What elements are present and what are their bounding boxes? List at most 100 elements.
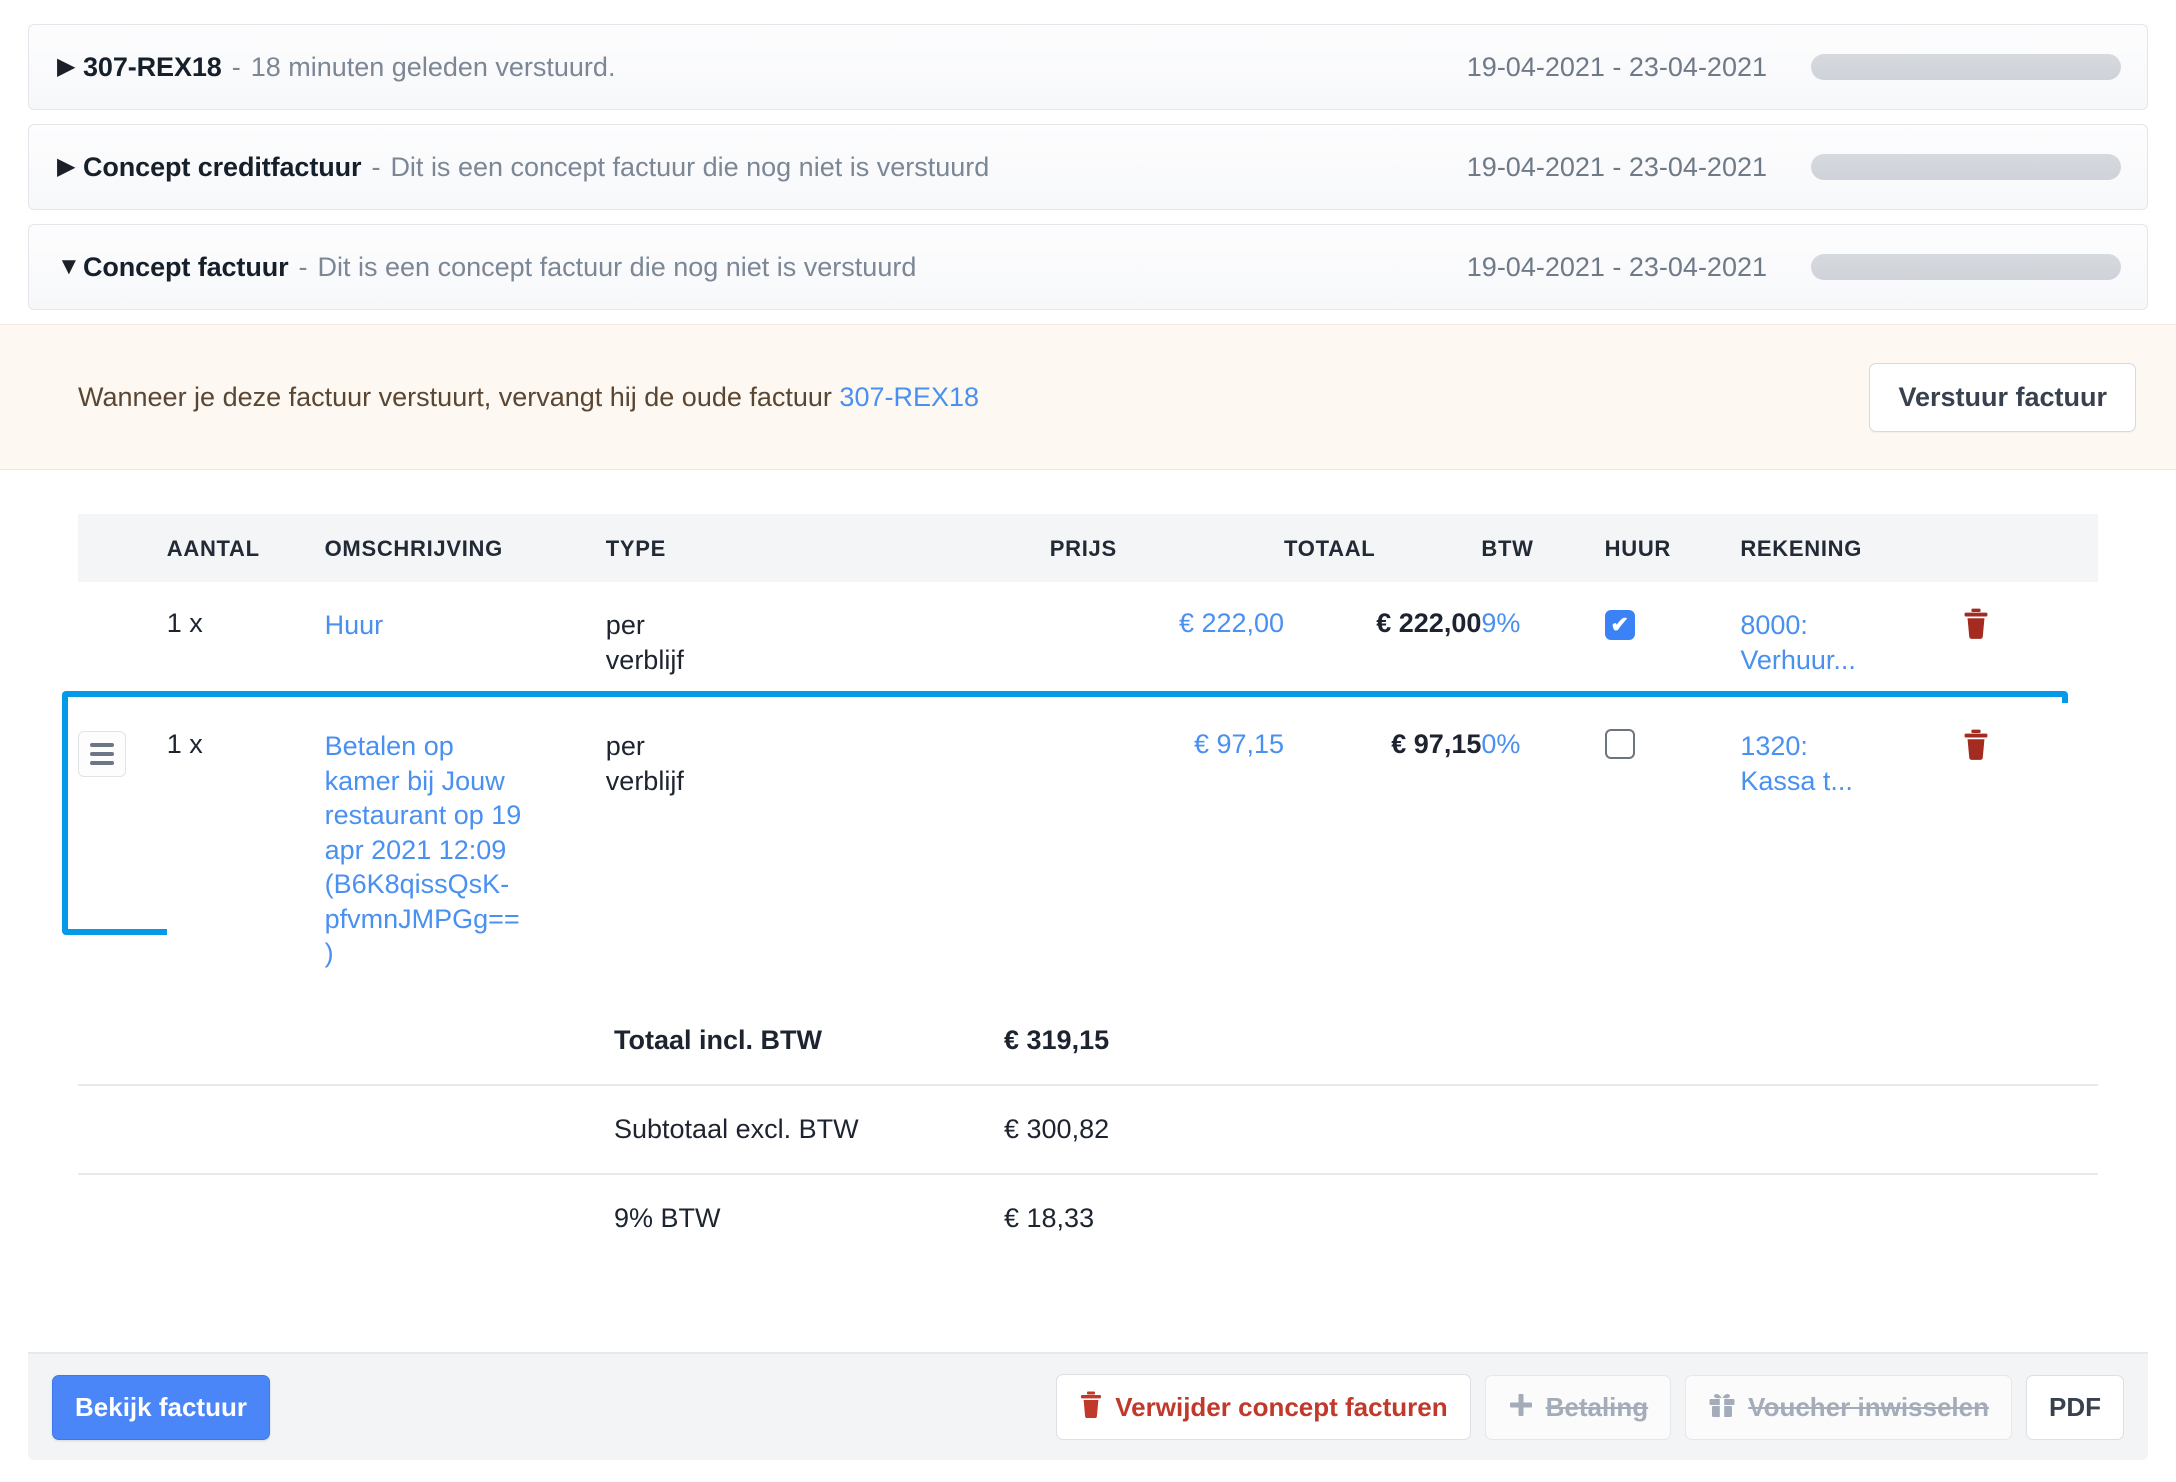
totals-value: € 300,82	[1004, 1083, 1194, 1174]
accordion-row-title: 307-REX18	[83, 51, 222, 82]
trash-icon	[1079, 1391, 1103, 1423]
cell-huur: ✔	[1604, 582, 1741, 704]
trash-icon[interactable]	[1962, 608, 1990, 645]
totals-label: Subtotaal excl. BTW	[614, 1083, 1004, 1174]
cell-type: per verblijf	[605, 582, 1050, 704]
totals-label: 9% BTW	[614, 1172, 1004, 1262]
col-huur: HUUR	[1604, 514, 1741, 582]
view-invoice-button[interactable]: Bekijk factuur	[52, 1374, 270, 1440]
invoice-lines-section: AANTAL OMSCHRIJVING TYPE PRIJS TOTAAL BT…	[0, 470, 2176, 1262]
cell-handle	[62, 691, 2068, 997]
line-total-value: € 97,15	[1391, 729, 1482, 760]
accordion-row-concept-creditfactuur[interactable]: ▶ Concept creditfactuur - Dit is een con…	[28, 124, 2148, 210]
line-type-label: per verblijf	[605, 731, 684, 796]
totals-row-incl-btw: Totaal incl. BTW € 319,15	[78, 997, 2098, 1085]
cell-totaal: € 97,15	[1284, 703, 1482, 997]
invoice-footer-actions: Bekijk factuur Verwijder concept facture…	[28, 1352, 2148, 1460]
status-placeholder-bar	[1811, 54, 2121, 80]
cell-omschrijving: Huur	[324, 582, 606, 704]
redeem-voucher-label: Voucher inwisselen	[1748, 1391, 1989, 1422]
cell-aantal: 1 x	[166, 582, 325, 704]
delete-draft-invoices-label: Verwijder concept facturen	[1115, 1391, 1448, 1422]
cell-prijs: € 97,15	[1049, 703, 1285, 997]
notice-text-before: Wanneer je deze factuur verstuurt, verva…	[78, 381, 840, 412]
cell-prijs: € 222,00	[1049, 582, 1285, 704]
cell-aantal: 1 x	[166, 703, 325, 997]
totals-spacer	[78, 1083, 614, 1174]
chevron-right-icon[interactable]: ▶	[57, 153, 76, 180]
accordion-row-daterange: 19-04-2021 - 23-04-2021	[1466, 151, 1767, 182]
status-placeholder-bar	[1811, 154, 2121, 180]
col-prijs: PRIJS	[1049, 514, 1285, 582]
totals-spacer-right	[1194, 997, 2098, 1085]
rent-checkbox-checked[interactable]: ✔	[1604, 610, 1635, 640]
plus-icon	[1508, 1392, 1534, 1422]
cell-delete	[1962, 582, 2098, 704]
delete-draft-invoices-button[interactable]: Verwijder concept facturen	[1056, 1374, 1471, 1440]
invoice-totals-table: Totaal incl. BTW € 319,15 Subtotaal excl…	[78, 997, 2098, 1262]
col-type: TYPE	[605, 514, 1050, 582]
replace-invoice-notice: Wanneer je deze factuur verstuurt, verva…	[0, 324, 2176, 470]
notice-invoice-link[interactable]: 307-REX18	[839, 381, 980, 412]
notice-text: Wanneer je deze factuur verstuurt, verva…	[78, 382, 979, 413]
cell-omschrijving: Betalen op kamer bij Jouw restaurant op …	[324, 703, 606, 997]
col-handle	[78, 514, 167, 582]
accordion-row-title: Concept creditfactuur	[83, 151, 362, 182]
accordion-row-subtitle: 18 minuten geleden verstuurd.	[250, 51, 616, 82]
view-invoice-label: Bekijk factuur	[75, 1391, 247, 1422]
table-head: AANTAL OMSCHRIJVING TYPE PRIJS TOTAAL BT…	[78, 514, 2098, 582]
line-vat-link[interactable]: 9%	[1481, 608, 1521, 638]
accordion-row-307-rex18[interactable]: ▶ 307-REX18 - 18 minuten geleden verstuu…	[28, 24, 2148, 110]
col-omschrijving: OMSCHRIJVING	[324, 514, 606, 582]
redeem-voucher-button[interactable]: Voucher inwisselen	[1685, 1374, 2012, 1440]
totals-spacer-right	[1194, 1083, 2098, 1174]
line-price-link[interactable]: € 222,00	[1178, 608, 1285, 638]
col-totaal: TOTAAL	[1284, 514, 1482, 582]
totals-spacer	[78, 1172, 614, 1262]
trash-icon[interactable]	[1962, 729, 1990, 766]
accordion-row-subtitle: Dit is een concept factuur die nog niet …	[390, 151, 990, 182]
line-description-link[interactable]: Betalen op kamer bij Jouw restaurant op …	[324, 731, 522, 969]
cell-type: per verblijf	[605, 703, 1050, 997]
table-header-row: AANTAL OMSCHRIJVING TYPE PRIJS TOTAAL BT…	[78, 514, 2098, 582]
table-row[interactable]: 1 x Huur per verblijf € 222,00 € 222,00 …	[78, 582, 2098, 704]
line-ledger-link[interactable]: 1320: Kassa t...	[1740, 731, 1853, 796]
accordion-row-daterange: 19-04-2021 - 23-04-2021	[1466, 251, 1767, 282]
accordion-row-dash: -	[371, 151, 381, 182]
totals-spacer-right	[1194, 1172, 2098, 1262]
line-description-link[interactable]: Huur	[324, 610, 384, 640]
invoice-lines-table: AANTAL OMSCHRIJVING TYPE PRIJS TOTAAL BT…	[62, 514, 2098, 997]
invoice-accordion-list: ▶ 307-REX18 - 18 minuten geleden verstuu…	[0, 0, 2176, 310]
chevron-down-icon[interactable]: ▼	[57, 253, 81, 280]
accordion-row-dash: -	[298, 251, 308, 282]
send-invoice-button[interactable]: Verstuur factuur	[1869, 362, 2136, 432]
drag-handle-icon[interactable]	[78, 731, 126, 778]
totals-value: € 18,33	[1004, 1172, 1194, 1262]
gift-icon	[1708, 1392, 1736, 1422]
rent-checkbox-unchecked[interactable]	[1604, 729, 1635, 760]
col-rekening: REKENING	[1740, 514, 1963, 582]
totals-body: Totaal incl. BTW € 319,15 Subtotaal excl…	[78, 997, 2098, 1262]
add-payment-button[interactable]: Betaling	[1484, 1374, 1672, 1440]
line-total-value: € 222,00	[1376, 608, 1482, 638]
line-vat-link[interactable]: 0%	[1481, 729, 1521, 760]
totals-label: Totaal incl. BTW	[614, 1024, 822, 1055]
totals-value: € 319,15	[1004, 1024, 1110, 1055]
col-btw: BTW	[1481, 514, 1605, 582]
totals-row-btw: 9% BTW € 18,33	[78, 1172, 2098, 1262]
table-row-selected[interactable]: 1 x Betalen op kamer bij Jouw restaurant…	[62, 691, 2098, 997]
line-type-label: per verblijf	[605, 610, 684, 675]
accordion-row-daterange: 19-04-2021 - 23-04-2021	[1466, 51, 1767, 82]
status-placeholder-bar	[1811, 254, 2121, 280]
line-price-link[interactable]: € 97,15	[1193, 729, 1285, 760]
cell-huur	[1604, 703, 1741, 997]
pdf-label: PDF	[2049, 1391, 2101, 1422]
col-aantal: AANTAL	[166, 514, 325, 582]
accordion-row-dash: -	[231, 51, 241, 82]
line-ledger-link[interactable]: 8000: Verhuur...	[1740, 610, 1856, 675]
chevron-right-icon[interactable]: ▶	[57, 53, 76, 80]
accordion-row-concept-factuur[interactable]: ▼ Concept factuur - Dit is een concept f…	[28, 224, 2148, 310]
pdf-button[interactable]: PDF	[2026, 1374, 2124, 1440]
col-delete	[1962, 514, 2098, 582]
